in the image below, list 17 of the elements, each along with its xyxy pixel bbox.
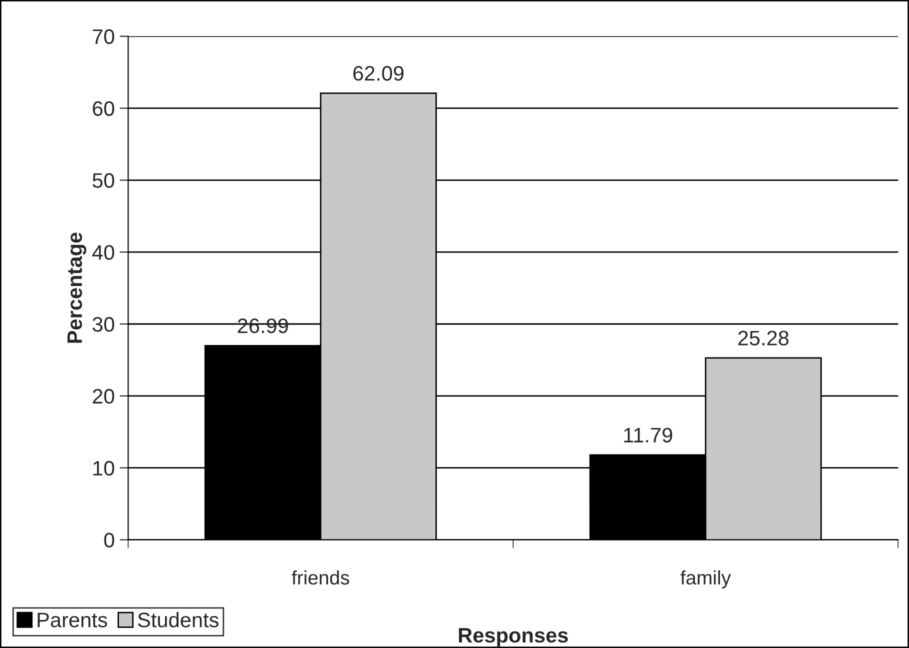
data-label: 25.28	[738, 330, 789, 346]
data-label: 62.09	[353, 66, 404, 81]
legend-label: Parents	[38, 612, 108, 628]
x-tick-label: friends	[292, 570, 350, 585]
y-tick-label: 70	[92, 29, 114, 44]
x-axis-title: Responses	[458, 628, 568, 647]
data-label: 11.79	[624, 428, 672, 443]
y-tick-label: 40	[92, 245, 114, 260]
y-tick-label: 0	[104, 532, 114, 548]
y-tick-label: 50	[92, 173, 114, 188]
y-tick-label: 20	[92, 388, 114, 404]
y-tick-label: 60	[92, 101, 114, 116]
y-tick-label: 30	[92, 317, 114, 332]
legend-label: Students	[138, 612, 219, 628]
y-axis-title: Percentage	[68, 232, 86, 343]
y-tick-label: 10	[93, 460, 114, 476]
x-tick-label: family	[680, 570, 731, 588]
